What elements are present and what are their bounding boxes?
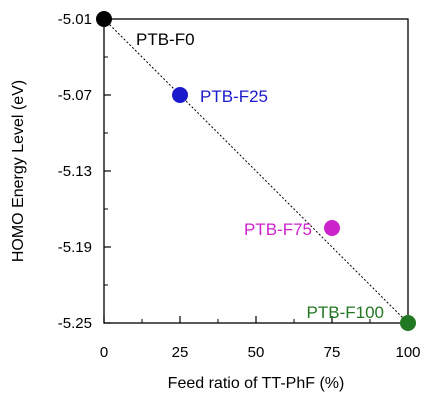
x-tick-label: 75 [324, 344, 341, 361]
point-ptb-f0 [96, 11, 112, 27]
point-label-ptb-f100: PTB-F100 [307, 303, 384, 322]
x-tick-label: 0 [100, 344, 108, 361]
point-ptb-f75 [324, 220, 340, 236]
x-tick-label: 25 [172, 344, 189, 361]
y-tick-label: -5.25 [58, 315, 92, 332]
x-axis-label: Feed ratio of TT-PhF (%) [168, 375, 345, 392]
point-label-ptb-f0: PTB-F0 [136, 30, 195, 49]
y-tick-label: -5.19 [58, 239, 92, 256]
point-label-ptb-f75: PTB-F75 [244, 220, 312, 239]
x-tick-label: 100 [395, 344, 420, 361]
point-ptb-f25 [172, 87, 188, 103]
trend-line [103, 18, 409, 324]
points-group: PTB-F0 PTB-F25 PTB-F75 PTB-F100 [96, 11, 416, 331]
x-tick-label: 50 [248, 344, 265, 361]
y-tick-label: -5.13 [58, 163, 92, 180]
trend-group [103, 18, 409, 324]
point-label-ptb-f25: PTB-F25 [200, 87, 268, 106]
y-tick-label: -5.01 [58, 11, 92, 28]
y-tick-label: -5.07 [58, 87, 92, 104]
ticks-group: 0 25 50 75 100 -5.01 -5.07 -5.13 -5.19 -5.25 [58, 11, 421, 361]
point-ptb-f100 [400, 315, 416, 331]
y-axis-label: HOMO Energy Level (eV) [10, 80, 27, 262]
